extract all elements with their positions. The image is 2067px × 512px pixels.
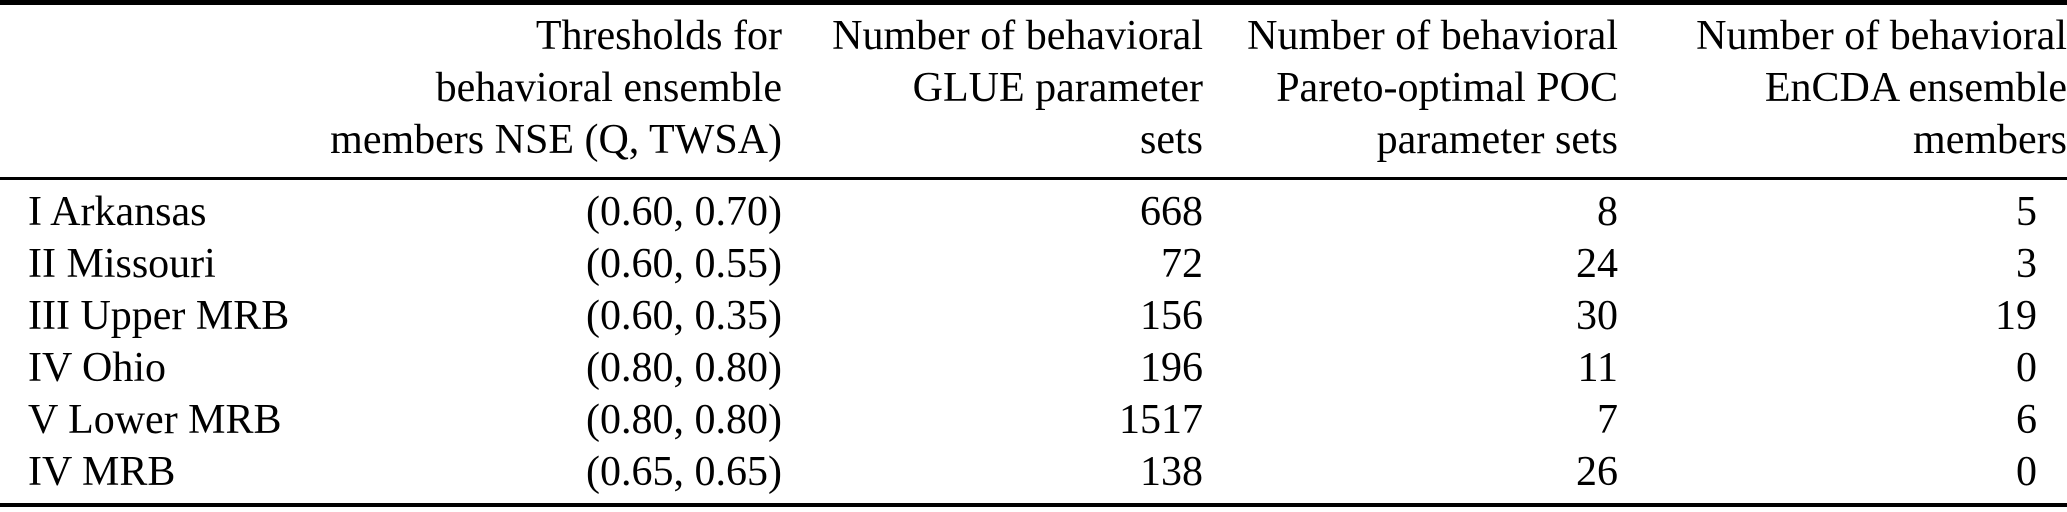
cell-thresholds: (0.80, 0.80)	[586, 397, 782, 443]
cell-encda: 3	[2016, 241, 2037, 287]
header-thresholds-line2: behavioral ensemble	[435, 65, 782, 111]
table-header: Thresholds for behavioral ensemble membe…	[0, 3, 2067, 179]
cell-encda: 19	[1995, 293, 2037, 339]
header-encda-line3: members	[1913, 117, 2067, 163]
header-thresholds: Thresholds for behavioral ensemble membe…	[200, 3, 782, 179]
cell-glue: 1517	[1119, 397, 1203, 443]
cell-thresholds: (0.65, 0.65)	[586, 449, 782, 495]
cell-glue: 196	[1140, 345, 1203, 391]
header-poc-line1: Number of behavioral	[1247, 13, 1618, 59]
header-glue-line2: GLUE parameter	[912, 65, 1203, 111]
cell-encda: 6	[2016, 397, 2037, 443]
table-body: I Arkansas (0.60, 0.70) 668 8 5 II Misso…	[0, 179, 2067, 506]
table-row: I Arkansas (0.60, 0.70) 668 8 5	[0, 179, 2067, 239]
cell-glue: 668	[1140, 189, 1203, 235]
cell-region: I Arkansas	[28, 189, 207, 235]
cell-glue: 156	[1140, 293, 1203, 339]
cell-poc: 8	[1597, 189, 1618, 235]
cell-thresholds: (0.60, 0.70)	[586, 189, 782, 235]
cell-poc: 24	[1576, 241, 1618, 287]
header-glue-line1: Number of behavioral	[832, 13, 1203, 59]
cell-region: II Missouri	[28, 241, 216, 287]
header-poc: Number of behavioral Pareto-optimal POC …	[1203, 3, 1618, 179]
header-region-empty	[0, 3, 200, 179]
cell-poc: 7	[1597, 397, 1618, 443]
table-row: II Missouri (0.60, 0.55) 72 24 3	[0, 238, 2067, 290]
cell-thresholds: (0.60, 0.35)	[586, 293, 782, 339]
header-thresholds-line1: Thresholds for	[535, 13, 782, 59]
cell-region: III Upper MRB	[28, 293, 290, 339]
cell-glue: 72	[1161, 241, 1203, 287]
table-row: III Upper MRB (0.60, 0.35) 156 30 19	[0, 290, 2067, 342]
header-thresholds-line3: members NSE (Q, TWSA)	[330, 117, 782, 163]
table-row: V Lower MRB (0.80, 0.80) 1517 7 6	[0, 394, 2067, 446]
header-poc-line2: Pareto-optimal POC	[1276, 65, 1618, 111]
cell-thresholds: (0.80, 0.80)	[586, 345, 782, 391]
cell-region: IV MRB	[28, 449, 176, 495]
header-row: Thresholds for behavioral ensemble membe…	[0, 3, 2067, 179]
table-row: IV Ohio (0.80, 0.80) 196 11 0	[0, 342, 2067, 394]
cell-poc: 26	[1576, 449, 1618, 495]
header-encda-line2: EnCDA ensemble	[1764, 65, 2067, 111]
header-glue-line3: sets	[1140, 117, 1203, 163]
cell-poc: 30	[1576, 293, 1618, 339]
header-encda-line1: Number of behavioral	[1696, 13, 2067, 59]
cell-region: IV Ohio	[28, 345, 167, 391]
header-poc-line3: parameter sets	[1376, 117, 1618, 163]
cell-encda: 0	[2016, 449, 2037, 495]
cell-encda: 0	[2016, 345, 2037, 391]
cell-thresholds: (0.60, 0.55)	[586, 241, 782, 287]
header-encda: Number of behavioral EnCDA ensemble memb…	[1618, 3, 2067, 179]
table-row: IV MRB (0.65, 0.65) 138 26 0	[0, 446, 2067, 505]
cell-encda: 5	[2016, 189, 2037, 235]
cell-glue: 138	[1140, 449, 1203, 495]
cell-region: V Lower MRB	[28, 397, 282, 443]
cell-poc: 11	[1577, 345, 1618, 391]
header-glue: Number of behavioral GLUE parameter sets	[782, 3, 1203, 179]
